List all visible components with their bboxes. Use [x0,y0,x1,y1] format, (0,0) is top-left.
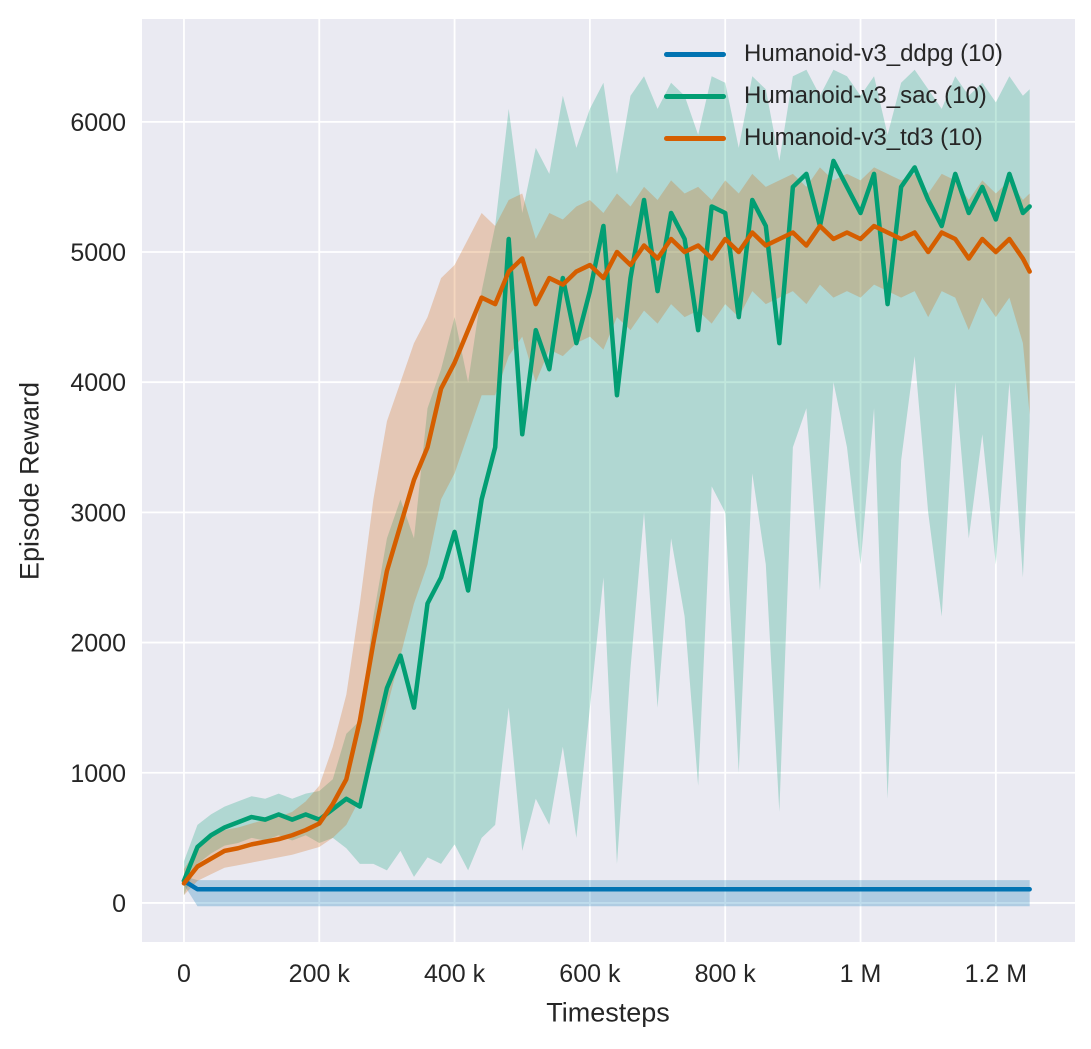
td3-confidence-band [183,167,1030,896]
x-tick-label: 600 k [559,960,621,988]
x-tick-label: 1.2 M [965,960,1028,988]
sac-line-swatch-icon [664,93,726,99]
y-tick-label: 1000 [70,760,126,788]
legend-label-sac: Humanoid-v3_sac (10) [744,82,987,109]
x-tick-label: 1 M [840,960,882,988]
sac-confidence-band [183,69,1030,896]
y-tick-label: 5000 [70,239,126,267]
x-tick-label: 800 k [695,960,757,988]
y-tick-label: 2000 [70,630,126,658]
ddpg-line-swatch-icon [664,51,726,57]
y-tick-label: 6000 [70,109,126,137]
axes-background [142,19,1075,942]
legend-label-ddpg: Humanoid-v3_ddpg (10) [744,40,1003,67]
x-tick-label: 400 k [424,960,486,988]
x-tick-label: 0 [177,960,191,988]
y-axis-label: Episode Reward [14,381,45,581]
legend: Humanoid-v3_ddpg (10) Humanoid-v3_sac (1… [664,33,1003,159]
legend-item-td3: Humanoid-v3_td3 (10) [664,117,1003,159]
y-tick-label: 3000 [70,499,126,527]
x-tick-label: 200 k [289,960,351,988]
td3-line [181,223,1032,886]
legend-item-sac: Humanoid-v3_sac (10) [664,75,1003,117]
x-axis-label: Timesteps [546,997,670,1028]
legend-item-ddpg: Humanoid-v3_ddpg (10) [664,33,1003,75]
gridlines [142,19,1075,942]
ddpg-line [181,878,1032,892]
y-tick-label: 0 [112,890,126,918]
y-tick-label: 4000 [70,369,126,397]
td3-line-swatch-icon [664,135,726,141]
legend-label-td3: Humanoid-v3_td3 (10) [744,124,983,151]
